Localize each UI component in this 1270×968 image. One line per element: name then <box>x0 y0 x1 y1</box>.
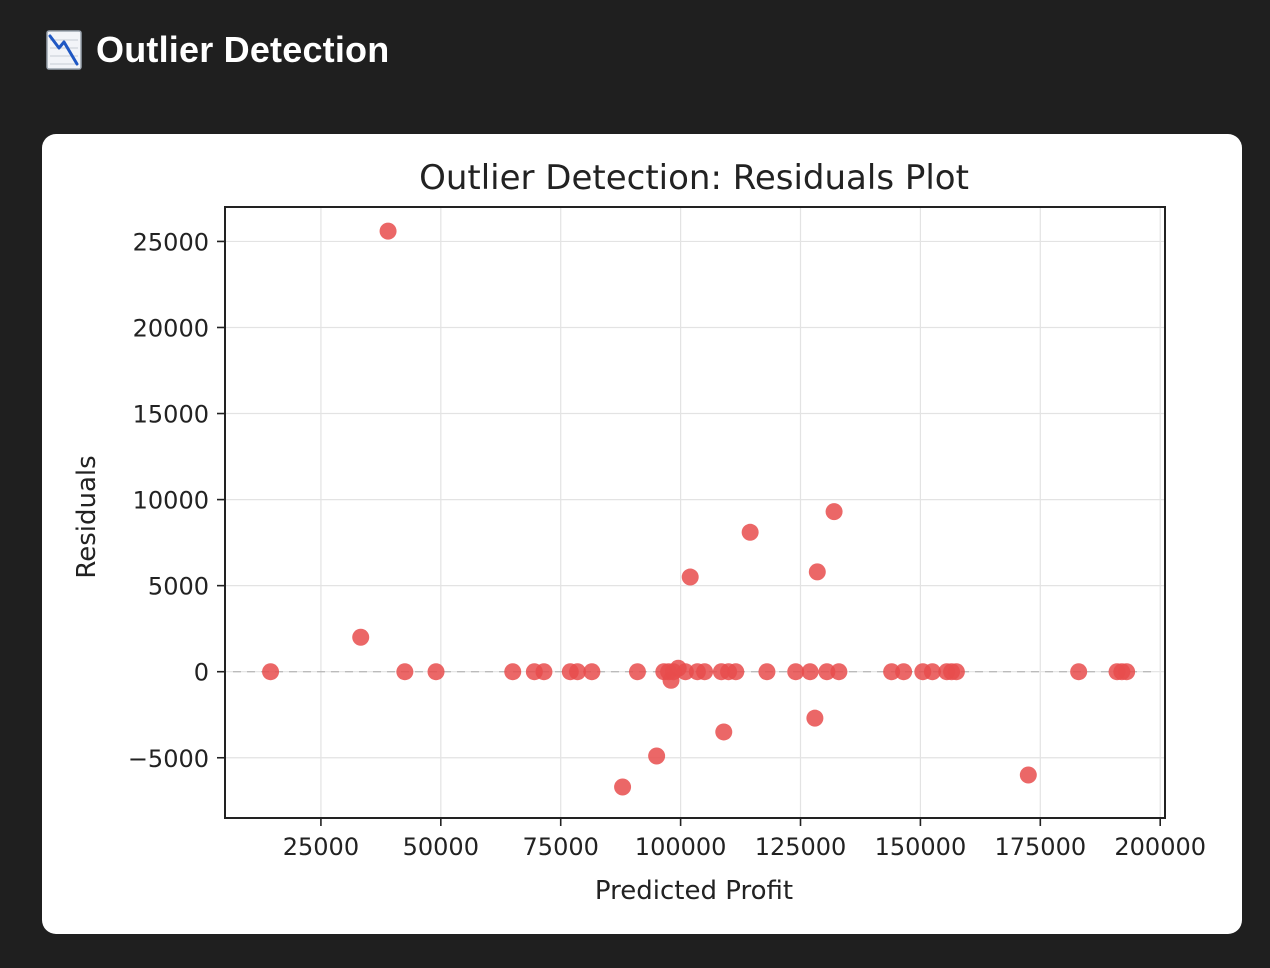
data-point <box>648 747 666 765</box>
data-point <box>427 663 445 681</box>
data-point <box>883 663 901 681</box>
y-axis-label: Residuals <box>72 455 102 578</box>
data-point <box>628 663 646 681</box>
plot-area-frame <box>224 206 1166 819</box>
y-tick-label: 20000 <box>133 314 209 342</box>
data-point <box>758 663 776 681</box>
data-point <box>504 663 522 681</box>
data-point <box>583 663 601 681</box>
x-tick-label: 100000 <box>635 833 727 861</box>
y-tick-label: 25000 <box>133 228 209 256</box>
data-point <box>1118 663 1136 681</box>
grid-lines <box>225 207 1165 818</box>
x-tick-label: 25000 <box>283 833 359 861</box>
x-axis-label: Predicted Profit <box>595 876 793 906</box>
y-axis-ticks: −5000 0 5000 10000 15000 20000 25000 <box>128 228 225 773</box>
data-point <box>715 723 733 741</box>
x-tick-label: 150000 <box>875 833 967 861</box>
data-point <box>352 628 370 646</box>
data-point <box>535 663 553 681</box>
data-point <box>787 663 805 681</box>
residuals-scatter-plot: Outlier Detection: Residuals Plot 25000 5… <box>72 158 1206 906</box>
chart-decreasing-icon <box>46 30 82 70</box>
x-tick-label: 200000 <box>1114 833 1206 861</box>
data-point <box>818 663 836 681</box>
data-point <box>895 663 913 681</box>
data-point <box>1019 766 1037 784</box>
x-tick-label: 50000 <box>403 833 479 861</box>
data-point <box>569 663 586 681</box>
data-point <box>1070 663 1088 681</box>
y-tick-label: 10000 <box>133 487 209 515</box>
data-point <box>676 663 694 681</box>
x-tick-label: 125000 <box>755 833 847 861</box>
y-tick-label: 15000 <box>133 401 209 429</box>
data-point <box>923 663 941 681</box>
data-point <box>830 663 848 681</box>
data-point <box>825 503 843 521</box>
x-tick-label: 75000 <box>523 833 599 861</box>
data-point <box>696 663 714 681</box>
x-axis-ticks: 25000 50000 75000 100000 125000 150000 175000 2… <box>283 818 1206 861</box>
y-tick-label: −5000 <box>128 745 209 773</box>
data-point <box>727 663 745 681</box>
data-point <box>801 663 819 681</box>
chart-card: Outlier Detection: Residuals Plot 25000 5… <box>42 134 1242 934</box>
data-point <box>379 222 397 240</box>
page-header: Outlier Detection <box>46 28 389 72</box>
chart-title: Outlier Detection: Residuals Plot <box>419 158 969 198</box>
page-title: Outlier Detection <box>96 29 390 70</box>
data-point <box>741 523 759 541</box>
y-tick-label: 0 <box>194 659 209 687</box>
data-points <box>262 222 1136 796</box>
data-point <box>262 663 280 681</box>
data-point <box>947 663 965 681</box>
x-tick-label: 175000 <box>994 833 1086 861</box>
data-point <box>396 663 414 681</box>
data-point <box>614 778 632 796</box>
data-point <box>806 709 824 727</box>
data-point <box>681 568 699 586</box>
y-tick-label: 5000 <box>148 573 209 601</box>
data-point <box>808 563 826 581</box>
